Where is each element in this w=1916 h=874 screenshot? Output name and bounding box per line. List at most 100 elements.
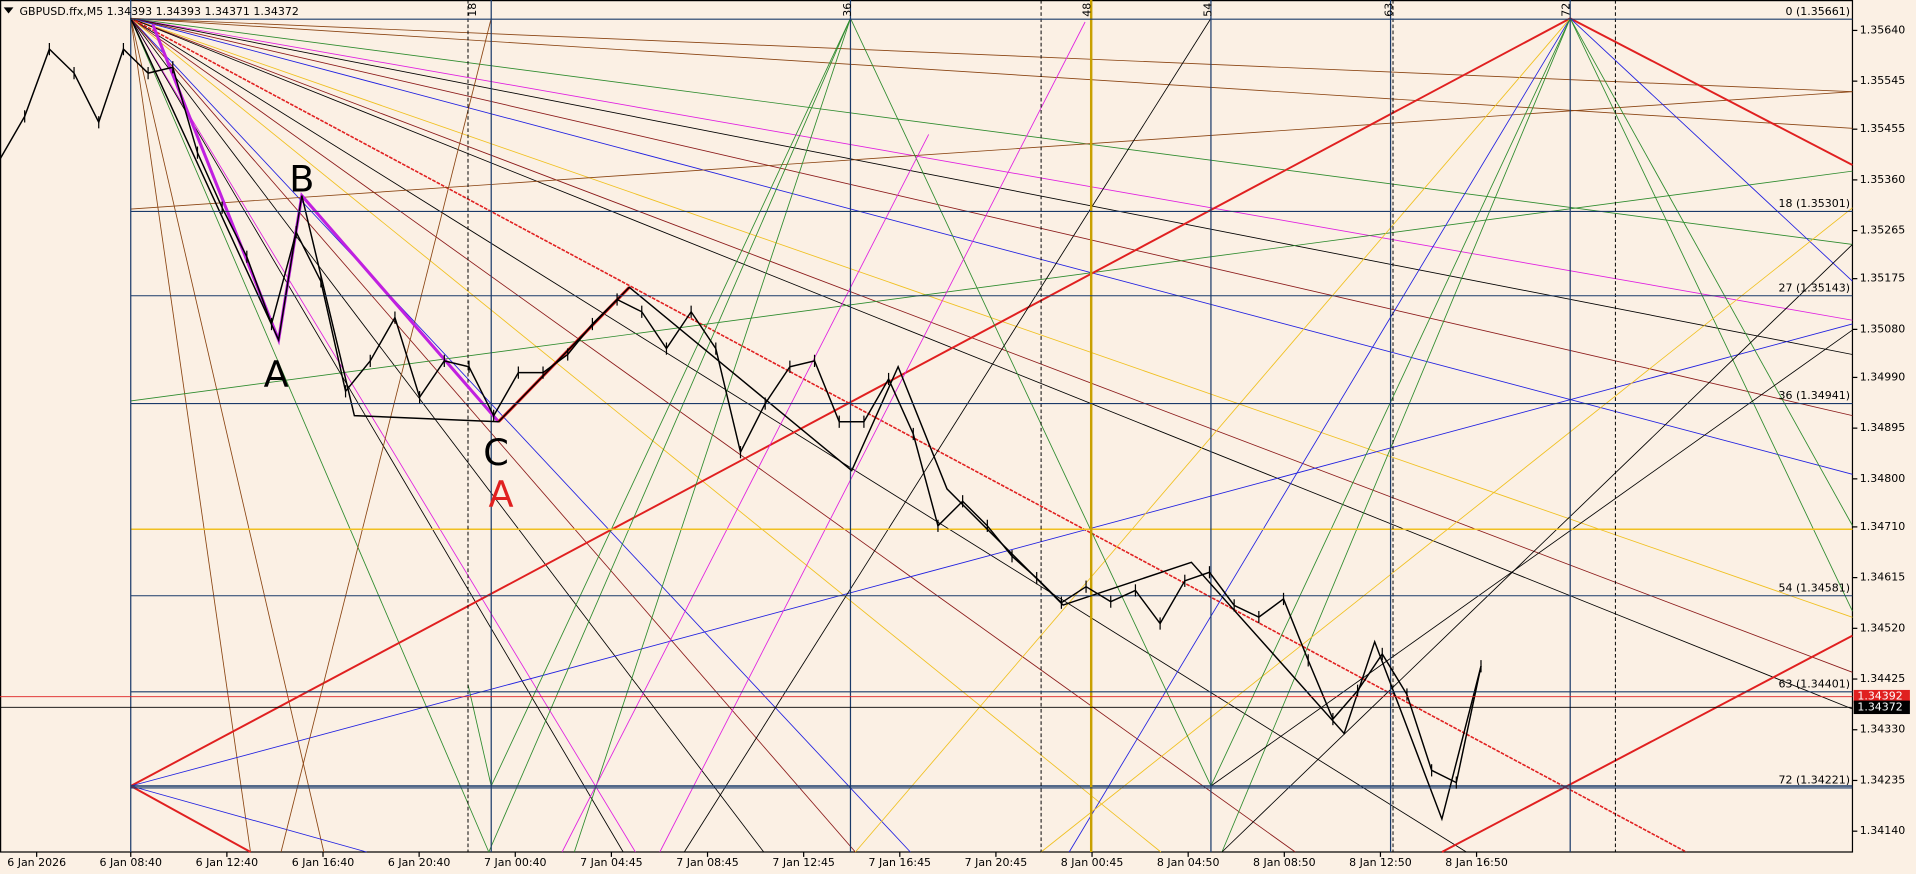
wave-label: A — [488, 473, 513, 516]
wave-line — [130, 18, 1482, 822]
fan-line — [130, 18, 490, 853]
menu-icon[interactable] — [3, 7, 14, 14]
fan-line — [130, 17, 1853, 93]
time-marker: 48 — [1081, 3, 1094, 17]
y-tick-label: 1.34235 — [1860, 773, 1905, 786]
level-label: 54 (1.34581) — [1779, 581, 1850, 594]
fan-line — [130, 17, 1853, 129]
fan-line — [130, 18, 856, 853]
fan-line — [1569, 18, 1853, 282]
fan-line — [1441, 634, 1853, 853]
fan-line — [130, 785, 251, 853]
fan-line — [1210, 329, 1853, 787]
fan-line — [850, 18, 1212, 787]
fan-line — [1068, 18, 1571, 853]
fan-line — [659, 21, 1086, 853]
y-tick-label: 1.34895 — [1860, 421, 1905, 434]
time-marker: 36 — [841, 3, 854, 17]
fan-line — [130, 17, 1853, 355]
fan-line — [488, 18, 851, 853]
x-tick-label: 8 Jan 08:50 — [1253, 856, 1316, 869]
fan-line — [130, 18, 1162, 853]
fan-line — [1221, 244, 1853, 853]
x-tick-label: 8 Jan 16:50 — [1445, 856, 1508, 869]
fan-line — [1569, 18, 1853, 526]
y-tick-label: 1.34710 — [1860, 520, 1905, 533]
level-label: 0 (1.35661) — [1786, 5, 1850, 18]
fan-line — [130, 17, 1853, 710]
fan-line — [130, 17, 1296, 853]
wave-label: A — [264, 353, 289, 396]
fan-line — [1569, 18, 1853, 612]
fan-line — [130, 17, 1853, 245]
y-tick-label: 1.34425 — [1860, 672, 1905, 685]
fan-line — [130, 17, 1853, 618]
wave-label: C — [483, 431, 509, 474]
x-tick-label: 7 Jan 16:45 — [869, 856, 932, 869]
fan-line — [130, 18, 765, 853]
x-tick-label: 8 Jan 04:50 — [1157, 856, 1220, 869]
level-label: 27 (1.35143) — [1779, 281, 1850, 294]
fan-line — [130, 18, 325, 853]
fan-line — [1569, 17, 1853, 166]
fan-line — [130, 17, 1853, 475]
y-tick-label: 1.35545 — [1860, 74, 1905, 87]
fan-line — [130, 17, 1853, 321]
x-tick-label: 7 Jan 04:45 — [580, 856, 643, 869]
y-tick-label: 1.34615 — [1860, 571, 1905, 584]
fan-line — [130, 18, 624, 853]
x-tick-label: 8 Jan 12:50 — [1349, 856, 1412, 869]
level-label: 72 (1.34221) — [1779, 774, 1850, 787]
fan-line — [683, 18, 1212, 853]
time-marker: 72 — [1560, 3, 1573, 17]
y-tick-label: 1.34520 — [1860, 621, 1905, 634]
x-tick-label: 6 Jan 08:40 — [99, 856, 162, 869]
fan-line — [130, 17, 1853, 673]
fan-line — [1221, 18, 1571, 853]
time-marker: 54 — [1202, 3, 1215, 17]
x-tick-label: 6 Jan 12:40 — [196, 856, 259, 869]
wave-label: B — [289, 157, 314, 200]
chart-title: GBPUSD.ffx,M5 1.34393 1.34393 1.34371 1.… — [20, 5, 299, 18]
level-label: 36 (1.34941) — [1779, 389, 1850, 402]
x-tick-label: 6 Jan 16:40 — [292, 856, 355, 869]
y-tick-label: 1.34330 — [1860, 723, 1905, 736]
price-badge-label: 1.34392 — [1857, 690, 1902, 703]
fan-line — [573, 18, 851, 853]
fan-line — [130, 18, 911, 853]
y-tick-label: 1.35265 — [1860, 224, 1905, 237]
time-marker: 18 — [466, 3, 479, 17]
x-tick-label: 7 Jan 00:40 — [484, 856, 547, 869]
y-tick-label: 1.35175 — [1860, 272, 1905, 285]
y-tick-label: 1.35080 — [1860, 322, 1905, 335]
fan-line — [467, 684, 492, 787]
x-tick-label: 8 Jan 00:45 — [1061, 856, 1124, 869]
fan-line — [130, 323, 1853, 787]
plot-frame — [0, 0, 1854, 853]
time-marker: 63 — [1382, 3, 1395, 17]
y-tick-label: 1.34140 — [1860, 824, 1905, 837]
price-badge — [1853, 689, 1910, 704]
fan-line — [130, 170, 1853, 402]
price-badge — [1853, 700, 1910, 715]
level-label: 63 (1.34401) — [1779, 678, 1850, 691]
fan-line — [130, 91, 1853, 210]
fan-line — [130, 17, 1467, 853]
fan-line — [280, 18, 492, 853]
x-tick-label: 7 Jan 20:45 — [965, 856, 1028, 869]
fan-line — [130, 17, 1687, 853]
y-tick-label: 1.35360 — [1860, 173, 1905, 186]
y-tick-label: 1.35640 — [1860, 23, 1905, 36]
fan-line — [130, 18, 636, 853]
fan-line — [855, 18, 1571, 853]
y-tick-label: 1.34990 — [1860, 370, 1905, 383]
fan-line — [561, 134, 930, 853]
y-tick-label: 1.34800 — [1860, 472, 1905, 485]
x-tick-label: 7 Jan 08:45 — [676, 856, 739, 869]
price-badge-label: 1.34372 — [1857, 700, 1902, 713]
fan-line — [130, 785, 367, 853]
